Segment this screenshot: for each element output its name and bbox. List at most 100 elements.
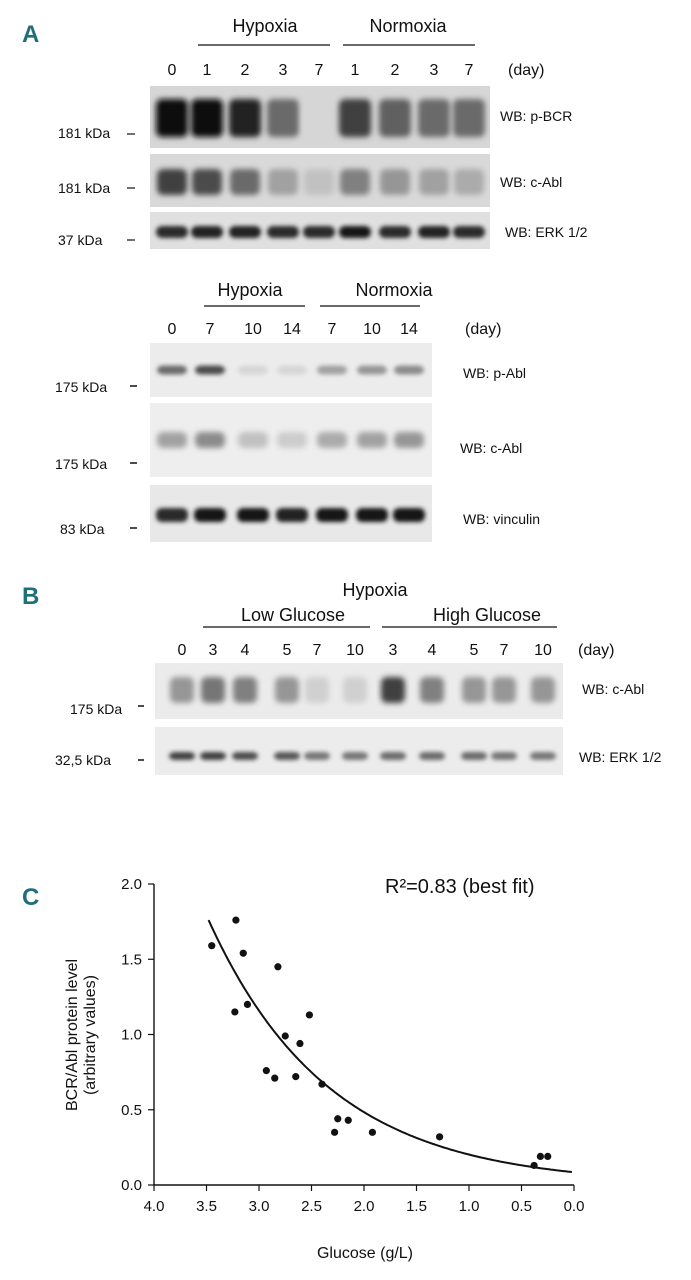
panel-a-bottom-lane-label: 7 <box>206 321 215 338</box>
panel-a-bottom-wb-3: WB: vinculin <box>463 511 540 527</box>
blot-band <box>342 752 368 760</box>
blot-band <box>492 677 516 703</box>
panel-c-letter: C <box>22 884 39 911</box>
blot-band <box>238 365 268 375</box>
panel-a-letter: A <box>22 21 39 48</box>
panel-b-condition-low-glucose: Low Glucose <box>241 605 345 625</box>
data-point <box>331 1128 339 1136</box>
blot-band <box>304 752 330 760</box>
panel-a-bottom-lane-label: 7 <box>328 321 337 338</box>
panel-a-bottom-condition-normoxia: Normoxia <box>355 280 433 300</box>
blot-band <box>232 752 258 760</box>
data-point <box>232 916 240 924</box>
panel-b-kda-2: 32,5 kDa <box>55 752 111 768</box>
blot-band <box>274 752 300 760</box>
blot-band <box>170 677 194 703</box>
blot-band <box>317 432 347 448</box>
x-tick-label: 2.5 <box>301 1198 322 1215</box>
data-point <box>334 1115 342 1123</box>
data-point <box>368 1128 376 1136</box>
blot-band <box>156 508 188 522</box>
blot-band <box>317 365 347 375</box>
panel-a-top-lane-label: 0 <box>168 62 177 79</box>
panel-a-bottom-lane-labels: 0 7 10 14 7 10 14 <box>168 321 418 338</box>
blot-band <box>194 508 226 522</box>
panel-a-top-lane-label: 1 <box>203 62 212 79</box>
blot-band <box>393 508 425 522</box>
blot-band <box>418 226 450 238</box>
blot-band <box>304 169 334 195</box>
panel-a-bottom-kda-2: 175 kDa <box>55 456 107 472</box>
blot-band <box>275 677 299 703</box>
y-axis-title: BCR/Abl protein level(arbitrary values) <box>64 959 99 1111</box>
blot-band <box>316 508 348 522</box>
data-point <box>262 1067 270 1075</box>
blot-band <box>379 226 411 238</box>
panel-a-top-lane-label: 2 <box>241 62 250 79</box>
panel-a-top-condition-hypoxia: Hypoxia <box>232 16 298 36</box>
panel-a-top-wb-1: WB: p-BCR <box>500 108 572 124</box>
panel-b-wb-2: WB: ERK 1/2 <box>579 749 662 765</box>
blot-band <box>380 169 410 195</box>
panel-a-bottom-wb-1: WB: p-Abl <box>463 365 526 381</box>
blot-band <box>357 365 387 375</box>
y-tick-label: 1.5 <box>121 951 142 968</box>
panel-a-top-kda-1: 181 kDa <box>58 125 110 141</box>
panel-a-top-lane-label: 7 <box>465 62 474 79</box>
panel-a-top-kda-3: 37 kDa <box>58 232 103 248</box>
blot-band <box>267 226 299 238</box>
blot-band <box>229 99 261 137</box>
data-point <box>544 1152 552 1161</box>
panel-a-top-lane-label: 3 <box>430 62 439 79</box>
x-tick-label: 0.0 <box>564 1198 585 1215</box>
blot-band <box>530 752 556 760</box>
blot-band <box>238 432 268 448</box>
blot-band <box>200 752 226 760</box>
data-point <box>231 1008 239 1016</box>
y-tick-label: 0.0 <box>121 1177 142 1194</box>
y-tick-label: 1.0 <box>121 1027 142 1044</box>
blot-band <box>340 169 370 195</box>
panel-a-bottom-lane-label: 10 <box>363 321 381 338</box>
blot-band <box>157 432 187 448</box>
data-point <box>530 1161 538 1170</box>
blot-band <box>192 169 222 195</box>
blot-band <box>303 99 335 137</box>
blot-band <box>157 365 187 375</box>
panel-a-bottom-condition-hypoxia: Hypoxia <box>217 280 283 300</box>
panel-a-bottom-wb-2: WB: c-Abl <box>460 440 522 456</box>
panel-b-lane-label: 10 <box>346 642 364 659</box>
blot-band <box>195 365 225 375</box>
data-point <box>305 1011 313 1019</box>
blot-band <box>276 508 308 522</box>
panel-b-lane-label: 7 <box>500 642 509 659</box>
scatter-chart: 4.0 3.5 3.0 2.5 2.0 1.5 1.0 0.5 0.0 0.0 0.5 1.0 1.5 2… <box>64 876 584 1262</box>
panel-b-lane-labels: 0 3 4 5 7 10 3 4 5 7 10 <box>178 642 552 659</box>
blot-band <box>267 99 299 137</box>
x-tick-label: 3.0 <box>249 1198 270 1215</box>
blot-band <box>453 226 485 238</box>
y-tick-label: 0.5 <box>121 1102 142 1119</box>
blot-band <box>420 677 444 703</box>
panel-a-top-wb-3: WB: ERK 1/2 <box>505 224 588 240</box>
panel-a-top-wb-2: WB: c-Abl <box>500 174 562 190</box>
blot-band <box>229 226 261 238</box>
best-fit-curve <box>207 919 572 1173</box>
panel-b-title: Hypoxia <box>342 580 408 600</box>
y-axis-title-line: (arbitrary values) <box>82 975 99 1095</box>
blot-band <box>394 365 424 375</box>
blot-band <box>418 99 450 137</box>
data-point <box>239 949 247 957</box>
panel-a-top-kda-2: 181 kDa <box>58 180 110 196</box>
data-point <box>243 1000 252 1009</box>
panel-a-top-lane-label: 1 <box>351 62 360 79</box>
panel-a-bottom-lane-label: 10 <box>244 321 262 338</box>
panel-a-top-lane-labels: 0 1 2 3 7 1 2 3 7 <box>168 62 474 79</box>
panel-b-lane-label: 4 <box>241 642 250 659</box>
data-point <box>436 1133 444 1141</box>
panel-a-bottom-lane-label: 0 <box>168 321 177 338</box>
panel-b-lane-label: 5 <box>470 642 479 659</box>
panel-a-top-day-label: (day) <box>508 62 544 79</box>
panel-b-lane-label: 0 <box>178 642 187 659</box>
